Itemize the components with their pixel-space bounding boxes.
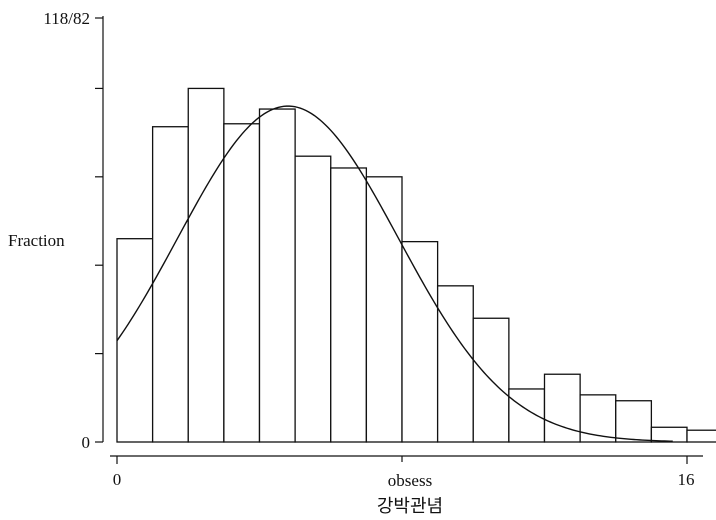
histogram-bar-13 xyxy=(579,394,617,443)
x-axis: 0 16 obsess 강박관념 xyxy=(110,455,703,517)
histogram-bar-9 xyxy=(436,285,474,443)
histogram-bar-5 xyxy=(294,155,332,443)
y-axis: 118/82 0 Fraction xyxy=(8,9,104,452)
histogram-bar-0 xyxy=(116,238,154,443)
histogram-bar-12 xyxy=(543,373,581,443)
histogram-bar-14 xyxy=(615,400,653,443)
histogram-bar-16 xyxy=(686,429,716,443)
density-curve xyxy=(116,105,673,442)
histogram-bar-6 xyxy=(330,167,368,443)
x-axis-caption: 강박관념 xyxy=(377,496,443,517)
histogram-bars xyxy=(116,87,716,443)
y-tick-label-max: 118/82 xyxy=(43,9,90,28)
histogram-bar-1 xyxy=(151,126,189,443)
histogram-bar-8 xyxy=(401,240,439,443)
plot-area xyxy=(116,87,716,443)
y-axis-title: Fraction xyxy=(8,231,65,250)
x-axis-ticks xyxy=(116,456,688,464)
x-tick-label-max: 16 xyxy=(678,470,695,489)
y-axis-ticks xyxy=(95,17,103,443)
histogram-bar-7 xyxy=(365,176,403,443)
x-axis-title: obsess xyxy=(388,471,432,490)
histogram-bar-11 xyxy=(508,388,546,443)
histogram-bar-3 xyxy=(223,123,261,443)
histogram-bar-15 xyxy=(650,426,688,443)
y-tick-label-zero: 0 xyxy=(82,433,91,452)
histogram-bar-4 xyxy=(258,108,296,443)
histogram-bar-2 xyxy=(187,87,225,443)
x-tick-label-min: 0 xyxy=(113,470,122,489)
